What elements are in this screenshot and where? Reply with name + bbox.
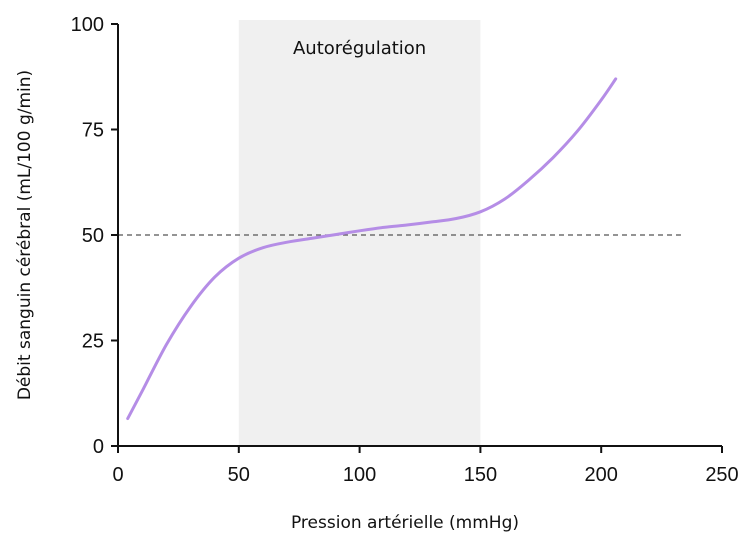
- y-tick-label: 0: [93, 436, 104, 458]
- y-tick-label: 100: [71, 14, 104, 36]
- x-tick-label: 200: [585, 464, 618, 486]
- autoregulation-band: [238, 20, 481, 446]
- x-tick-label: 50: [228, 464, 250, 486]
- x-axis-title: Pression artérielle (mmHg): [291, 513, 519, 533]
- x-tick-label: 0: [112, 464, 123, 486]
- autoregulation-label: Autorégulation: [293, 38, 426, 59]
- x-tick-label: 150: [464, 464, 497, 486]
- y-tick-label: 50: [82, 225, 104, 247]
- x-tick-label: 100: [343, 464, 376, 486]
- y-tick-label: 25: [82, 331, 104, 353]
- x-tick-label: 250: [705, 464, 738, 486]
- y-tick-label: 75: [82, 120, 104, 142]
- y-axis-title: Débit sanguin cérébral (mL/100 g/min): [15, 70, 35, 400]
- series-line-0: [126, 77, 618, 421]
